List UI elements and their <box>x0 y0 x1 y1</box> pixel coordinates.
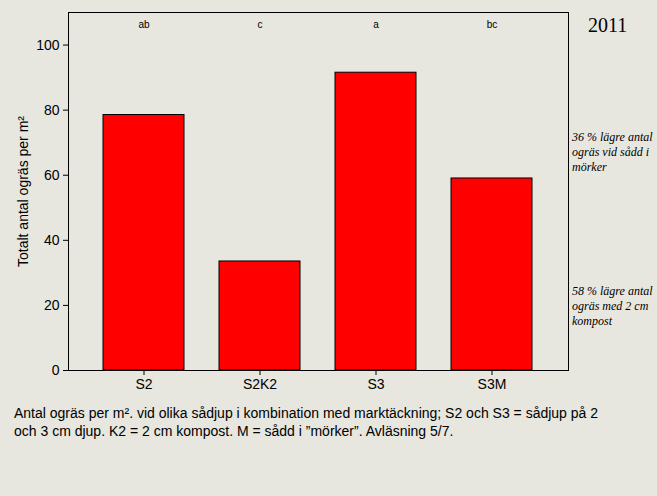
svg-text:0: 0 <box>52 362 60 378</box>
svg-text:100: 100 <box>36 37 60 53</box>
svg-text:ab: ab <box>138 19 150 30</box>
html-text:2011: 2011 <box>588 14 628 36</box>
svg-text:bc: bc <box>487 19 498 30</box>
svg-text:S3M: S3M <box>478 376 507 392</box>
svg-text:a: a <box>373 19 379 30</box>
html-text:58 % lägre antal ogräs med 2 c: 58 % lägre antal ogräs med 2 cm kompost <box>572 284 653 328</box>
svg-text:Totalt antal ogräs per m²: Totalt antal ogräs per m² <box>15 116 31 267</box>
svg-text:S2K2: S2K2 <box>243 376 277 392</box>
svg-text:60: 60 <box>44 167 60 183</box>
svg-text:40: 40 <box>44 232 60 248</box>
svg-text:c: c <box>258 19 263 30</box>
svg-text:20: 20 <box>44 297 60 313</box>
svg-text:80: 80 <box>44 102 60 118</box>
html-text:Antal ogräs per m². vid olika: Antal ogräs per m². vid olika sådjup i k… <box>14 405 598 439</box>
html-text:36 % lägre antal ogräs vid såd: 36 % lägre antal ogräs vid sådd i mörker <box>572 130 653 174</box>
svg-text:S3: S3 <box>367 376 384 392</box>
svg-text:S2: S2 <box>135 376 152 392</box>
